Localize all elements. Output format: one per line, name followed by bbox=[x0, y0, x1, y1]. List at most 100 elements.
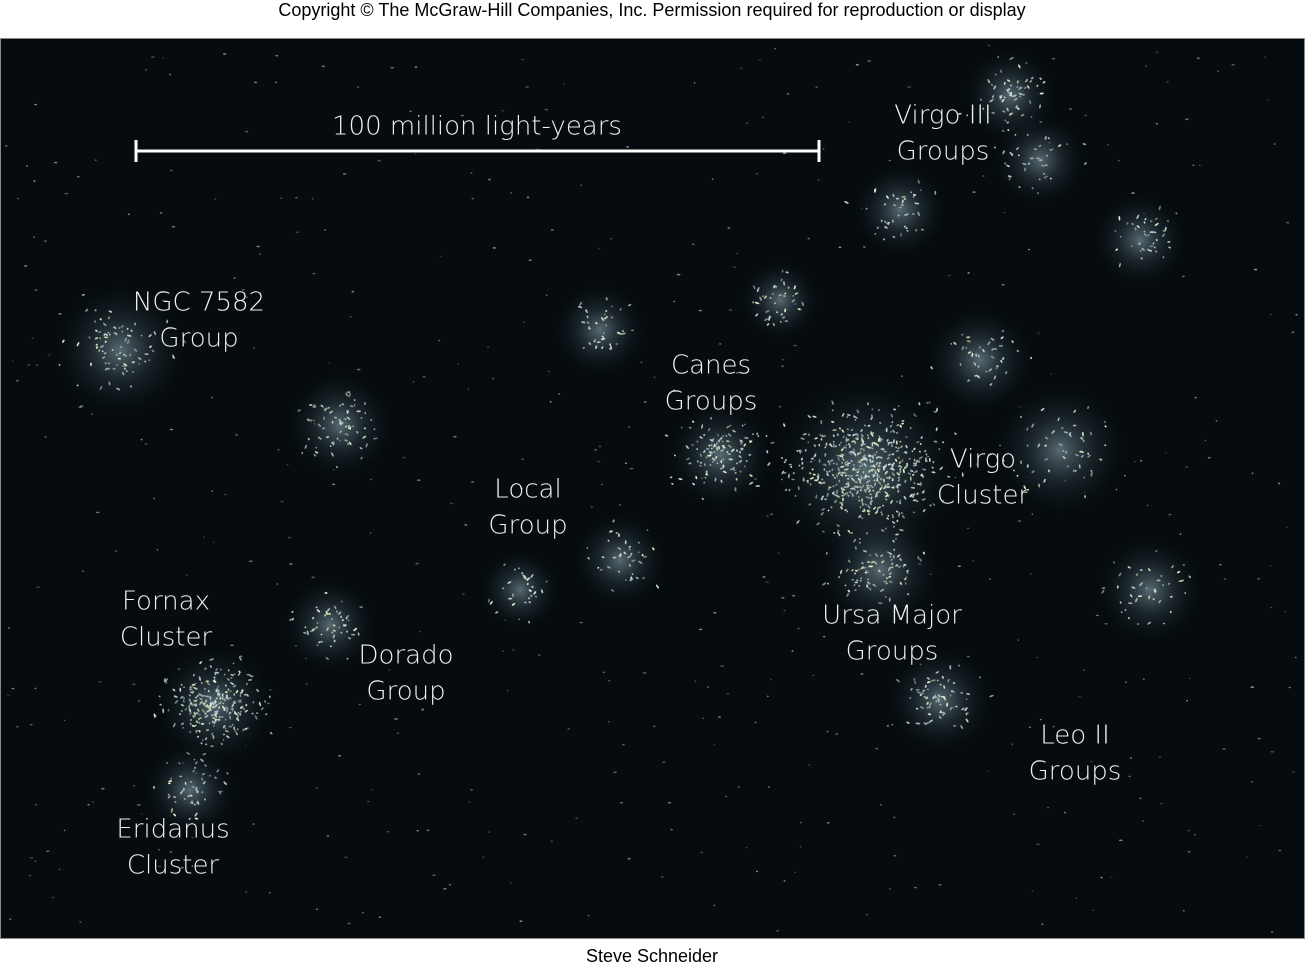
galaxy bbox=[1139, 582, 1143, 587]
galaxy bbox=[854, 453, 857, 457]
galaxy bbox=[208, 722, 211, 725]
cluster-glow bbox=[574, 514, 666, 606]
galaxy bbox=[1007, 175, 1012, 178]
galaxy bbox=[315, 446, 318, 449]
galaxy bbox=[1039, 121, 1043, 123]
galaxy bbox=[832, 434, 835, 437]
galaxy bbox=[846, 414, 851, 416]
galaxy bbox=[235, 717, 240, 722]
galaxy bbox=[326, 627, 329, 632]
galaxy bbox=[396, 718, 399, 720]
galaxy bbox=[1177, 570, 1181, 574]
galaxy bbox=[130, 329, 133, 332]
galaxy bbox=[894, 606, 897, 609]
galaxy bbox=[905, 227, 908, 230]
galaxy bbox=[1006, 164, 1010, 168]
galaxy bbox=[8, 627, 10, 629]
galaxy bbox=[1136, 225, 1140, 228]
galaxy bbox=[314, 451, 319, 454]
cluster-glow bbox=[668, 403, 772, 507]
galaxy bbox=[1066, 143, 1069, 145]
galaxy bbox=[858, 460, 862, 463]
galaxy bbox=[791, 650, 794, 652]
galaxy bbox=[887, 453, 892, 457]
galaxy bbox=[528, 589, 532, 592]
galaxy bbox=[64, 192, 69, 195]
galaxy bbox=[189, 708, 192, 712]
galaxy bbox=[1182, 909, 1185, 912]
galaxy bbox=[1031, 423, 1035, 428]
galaxy bbox=[1136, 623, 1140, 625]
galaxy bbox=[605, 297, 608, 301]
galaxy bbox=[363, 401, 366, 406]
galaxy bbox=[749, 440, 753, 443]
galaxy bbox=[235, 434, 238, 436]
galaxy bbox=[268, 689, 273, 691]
galaxy bbox=[326, 436, 330, 439]
galaxy bbox=[855, 569, 858, 572]
galaxy bbox=[1119, 235, 1122, 238]
galaxy bbox=[712, 457, 716, 461]
galaxy bbox=[1008, 94, 1013, 97]
galaxy bbox=[886, 439, 889, 442]
galaxy bbox=[291, 610, 294, 613]
galaxy bbox=[527, 597, 531, 600]
galaxy bbox=[192, 769, 196, 773]
galaxy bbox=[844, 201, 849, 204]
galaxy bbox=[698, 628, 703, 631]
galaxy bbox=[653, 376, 656, 379]
galaxy bbox=[820, 512, 824, 516]
galaxy bbox=[1063, 479, 1067, 482]
galaxy bbox=[1063, 811, 1067, 814]
galaxy bbox=[901, 199, 904, 204]
galaxy bbox=[895, 533, 899, 536]
galaxy bbox=[204, 667, 207, 670]
galaxy bbox=[806, 480, 809, 484]
galaxy bbox=[943, 696, 946, 701]
galaxy bbox=[783, 423, 786, 427]
galaxy bbox=[780, 314, 782, 317]
galaxy bbox=[1044, 436, 1049, 440]
galaxy bbox=[743, 443, 746, 447]
galaxy bbox=[205, 699, 208, 703]
galaxy bbox=[999, 69, 1003, 74]
galaxy bbox=[822, 463, 826, 466]
galaxy bbox=[1169, 610, 1172, 614]
galaxy bbox=[991, 348, 995, 351]
galaxy bbox=[784, 459, 788, 462]
galaxy bbox=[710, 444, 713, 446]
galaxy bbox=[966, 527, 970, 530]
galaxy bbox=[339, 421, 344, 426]
galaxy bbox=[973, 362, 977, 366]
galaxy bbox=[868, 479, 871, 482]
galaxy bbox=[878, 435, 881, 438]
galaxy bbox=[137, 700, 140, 702]
galaxy bbox=[873, 441, 876, 445]
galaxy bbox=[167, 793, 170, 796]
galaxy bbox=[360, 417, 363, 420]
galaxy bbox=[701, 497, 704, 500]
galaxy bbox=[980, 98, 983, 101]
galaxy bbox=[911, 450, 914, 453]
galaxy bbox=[844, 446, 847, 449]
galaxy bbox=[901, 204, 904, 206]
galaxy bbox=[199, 661, 203, 665]
galaxy bbox=[1091, 909, 1095, 912]
galaxy bbox=[954, 476, 957, 479]
galaxy bbox=[874, 188, 877, 193]
galaxy bbox=[1009, 84, 1013, 87]
galaxy bbox=[721, 440, 724, 443]
galaxy bbox=[194, 817, 199, 820]
galaxy bbox=[1154, 246, 1156, 249]
galaxy bbox=[221, 715, 224, 718]
galaxy bbox=[925, 721, 930, 725]
galaxy bbox=[868, 425, 870, 428]
galaxy bbox=[1137, 595, 1143, 598]
galaxy bbox=[834, 499, 837, 504]
galaxy bbox=[1207, 457, 1211, 459]
galaxy bbox=[882, 467, 885, 471]
galaxy bbox=[891, 486, 895, 489]
galaxy bbox=[865, 913, 869, 916]
galaxy bbox=[881, 560, 885, 564]
galaxy bbox=[193, 758, 196, 761]
